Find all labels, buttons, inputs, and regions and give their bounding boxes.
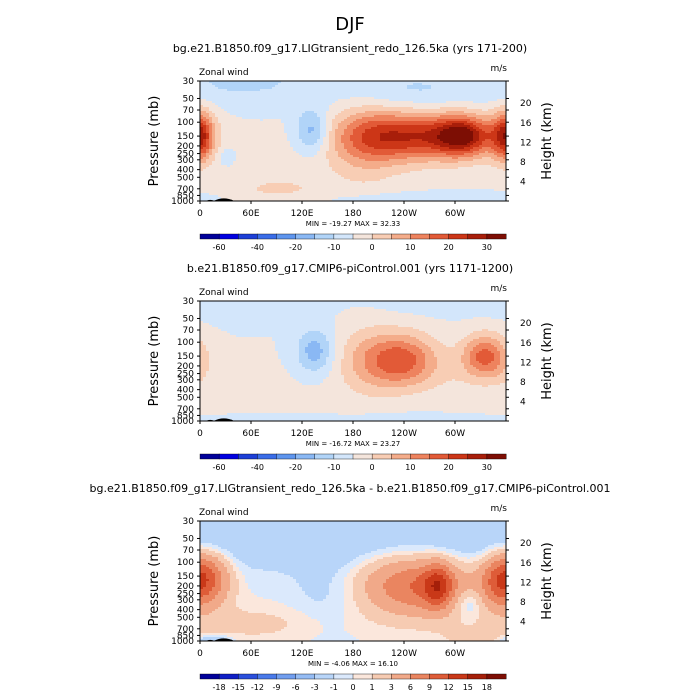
field-label: Zonal wind <box>199 68 249 78</box>
units-label: m/s <box>491 64 508 74</box>
contour-field <box>200 81 506 201</box>
figure-title: DJF <box>335 14 365 35</box>
panel-1: bg.e21.B1850.f09_g17.LIGtransient_redo_1… <box>147 42 555 252</box>
panel-title: bg.e21.B1850.f09_g17.LIGtransient_redo_1… <box>173 42 527 55</box>
